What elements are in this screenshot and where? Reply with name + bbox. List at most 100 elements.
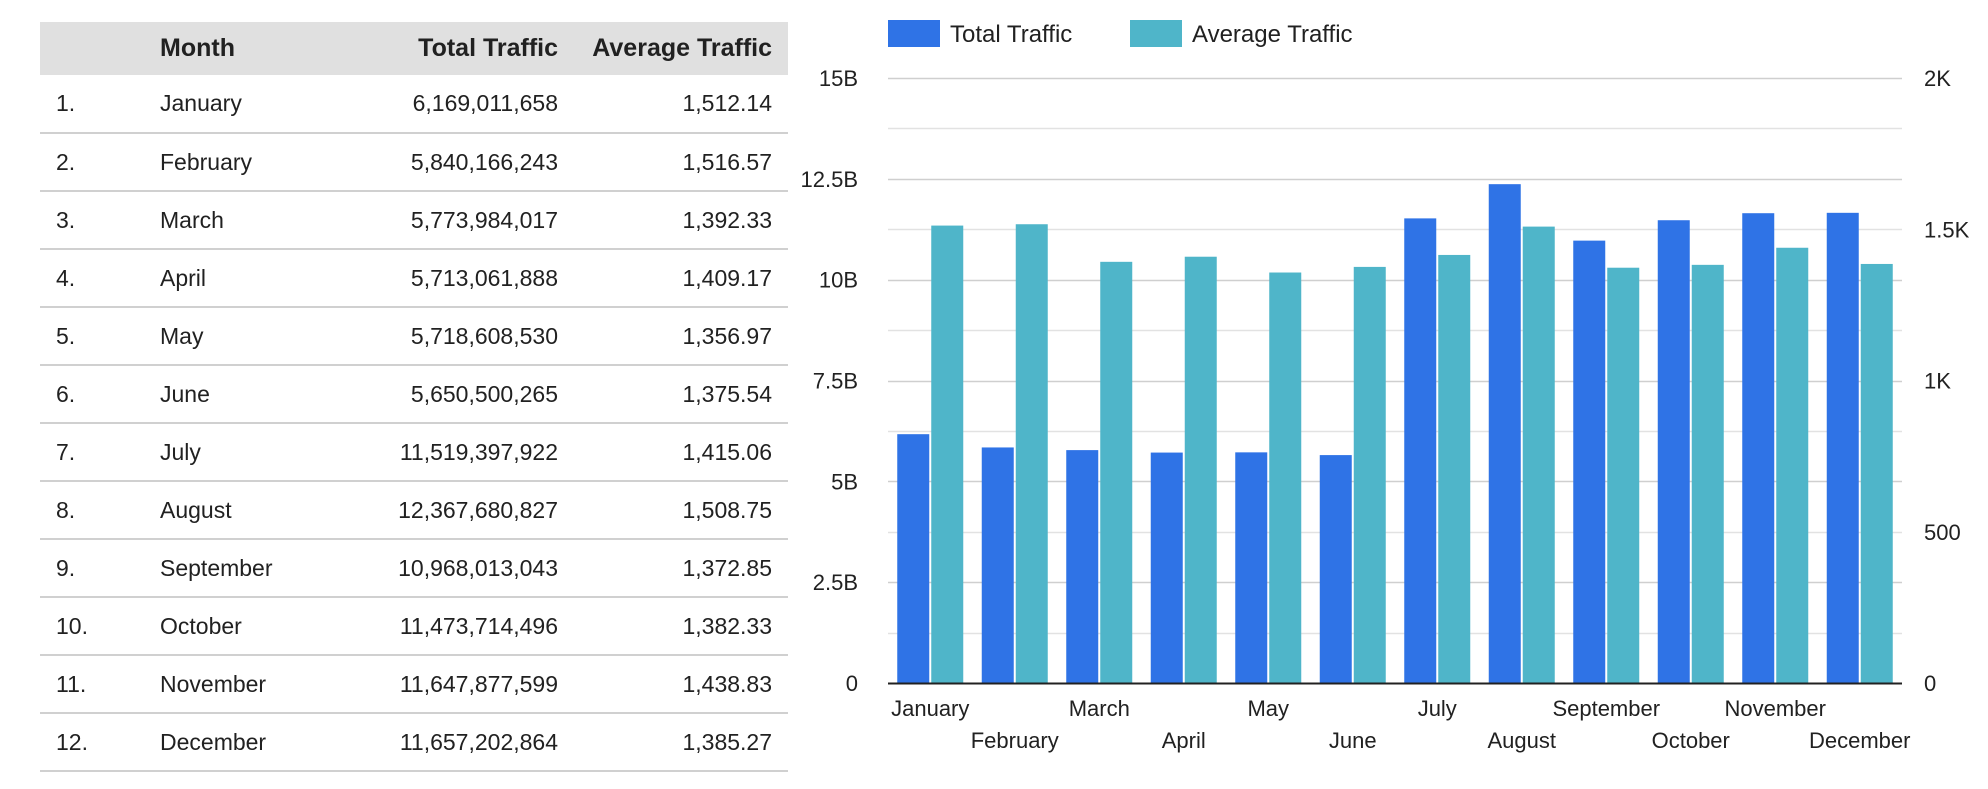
y-right-tick-label: 1K — [1924, 369, 1951, 394]
y-left-tick-label: 10B — [819, 268, 858, 293]
bar-average-traffic[interactable] — [1438, 254, 1471, 684]
row-total-traffic: 5,713,061,888 — [410, 264, 558, 291]
bar-total-traffic[interactable] — [1826, 212, 1859, 683]
y-left-tick-label: 2.5B — [813, 570, 858, 595]
table-row: 3. March 5,773,984,017 1,392.33 — [40, 191, 788, 249]
bar-total-traffic[interactable] — [1404, 218, 1437, 683]
table-row: 11. November 11,647,877,599 1,438.83 — [40, 655, 788, 713]
row-month: September — [160, 554, 273, 581]
y-left-tick-label: 0 — [846, 671, 858, 696]
row-month: May — [160, 322, 204, 349]
bar-average-traffic[interactable] — [1776, 247, 1809, 684]
table-row: 1. January 6,169,011,658 1,512.14 — [40, 75, 788, 133]
row-total-traffic: 5,840,166,243 — [410, 148, 558, 175]
table-row: 7. July 11,519,397,922 1,415.06 — [40, 423, 788, 481]
legend-label: Average Traffic — [1192, 21, 1353, 48]
row-month: March — [160, 206, 224, 233]
table-header-row: Month Total Traffic Average Traffic — [40, 22, 788, 75]
bar-average-traffic[interactable] — [1607, 267, 1640, 683]
bar-total-traffic[interactable] — [1657, 220, 1690, 683]
row-average-traffic: 1,516.57 — [682, 148, 772, 175]
bar-average-traffic[interactable] — [1691, 264, 1724, 683]
row-index: 12. — [56, 728, 88, 755]
row-month: June — [160, 380, 210, 407]
x-tick-label: December — [1809, 728, 1910, 753]
header-month[interactable]: Month — [160, 34, 235, 62]
row-average-traffic: 1,356.97 — [682, 322, 772, 349]
table-row: 5. May 5,718,608,530 1,356.97 — [40, 307, 788, 365]
bar-average-traffic[interactable] — [931, 225, 964, 684]
row-index: 2. — [56, 148, 76, 175]
table-row: 9. September 10,968,013,043 1,372.85 — [40, 539, 788, 597]
row-total-traffic: 5,650,500,265 — [410, 380, 558, 407]
bar-total-traffic[interactable] — [1319, 455, 1352, 683]
row-index: 8. — [56, 496, 76, 523]
row-index: 1. — [56, 90, 76, 116]
bar-average-traffic[interactable] — [1269, 272, 1302, 683]
row-average-traffic: 1,415.06 — [682, 438, 772, 465]
row-month: January — [160, 90, 242, 116]
row-total-traffic: 5,773,984,017 — [410, 206, 558, 233]
row-total-traffic: 11,519,397,922 — [399, 438, 558, 465]
row-average-traffic: 1,438.83 — [682, 670, 772, 697]
row-total-traffic: 11,473,714,496 — [399, 612, 558, 639]
x-tick-label: February — [971, 728, 1059, 753]
row-total-traffic: 5,718,608,530 — [410, 322, 558, 349]
row-month: July — [160, 438, 201, 465]
bar-total-traffic[interactable] — [1150, 452, 1183, 683]
y-left-tick-label: 12.5B — [801, 167, 859, 192]
traffic-bar-chart: 0 2.5B 5B 7.5B 10B 12.5B 15B 0 500 1K 1.5K 2K Januar… — [801, 20, 1970, 753]
y-right-tick-label: 0 — [1924, 671, 1936, 696]
row-index: 9. — [56, 554, 76, 581]
header-index — [40, 22, 144, 75]
row-month: February — [160, 148, 253, 175]
row-index: 7. — [56, 438, 76, 465]
row-average-traffic: 1,382.33 — [682, 612, 772, 639]
bar-total-traffic[interactable] — [1573, 240, 1606, 683]
row-average-traffic: 1,372.85 — [682, 554, 772, 581]
bar-total-traffic[interactable] — [1235, 452, 1268, 683]
traffic-table-panel: Month Total Traffic Average Traffic 1. J… — [40, 22, 788, 772]
bar-total-traffic[interactable] — [981, 447, 1014, 683]
table-row: 12. December 11,657,202,864 1,385.27 — [40, 713, 788, 771]
bar-total-traffic[interactable] — [1488, 184, 1521, 683]
row-month: November — [160, 670, 267, 697]
table-row: 6. June 5,650,500,265 1,375.54 — [40, 365, 788, 423]
row-index: 10. — [56, 612, 88, 639]
y-right-tick-label: 500 — [1924, 520, 1961, 545]
bar-average-traffic[interactable] — [1015, 224, 1048, 683]
table-row: 10. October 11,473,714,496 1,382.33 — [40, 597, 788, 655]
row-total-traffic: 10,968,013,043 — [398, 554, 558, 581]
traffic-chart-panel: 0 2.5B 5B 7.5B 10B 12.5B 15B 0 500 1K 1.5K 2K Januar… — [800, 0, 1988, 784]
header-average-traffic[interactable]: Average Traffic — [592, 34, 772, 62]
row-total-traffic: 11,647,877,599 — [399, 670, 558, 697]
row-average-traffic: 1,392.33 — [682, 206, 772, 233]
row-average-traffic: 1,409.17 — [682, 264, 772, 291]
row-index: 5. — [56, 322, 76, 349]
y-right-tick-label: 2K — [1924, 66, 1951, 91]
bar-average-traffic[interactable] — [1184, 256, 1217, 683]
x-tick-label: July — [1418, 696, 1457, 721]
row-month: December — [160, 728, 267, 755]
bar-average-traffic[interactable] — [1353, 266, 1386, 683]
row-month: August — [160, 496, 232, 523]
row-total-traffic: 11,657,202,864 — [399, 728, 558, 755]
bar-total-traffic[interactable] — [1066, 450, 1099, 683]
bar-total-traffic[interactable] — [1742, 213, 1775, 683]
x-tick-label: August — [1488, 728, 1557, 753]
x-tick-label: November — [1725, 696, 1826, 721]
bar-average-traffic[interactable] — [1522, 226, 1555, 683]
table-row: 2. February 5,840,166,243 1,516.57 — [40, 133, 788, 191]
table-row: 4. April 5,713,061,888 1,409.17 — [40, 249, 788, 307]
bar-total-traffic[interactable] — [897, 434, 930, 683]
y-left-tick-label: 5B — [831, 469, 858, 494]
y-left-tick-label: 15B — [819, 66, 858, 91]
row-index: 4. — [56, 264, 76, 291]
header-total-traffic[interactable]: Total Traffic — [418, 34, 558, 62]
traffic-table: Month Total Traffic Average Traffic 1. J… — [40, 22, 788, 772]
y-left-tick-label: 7.5B — [813, 369, 858, 394]
legend-swatch — [888, 20, 940, 47]
row-average-traffic: 1,508.75 — [682, 496, 772, 523]
bar-average-traffic[interactable] — [1100, 261, 1133, 683]
bar-average-traffic[interactable] — [1860, 263, 1893, 683]
